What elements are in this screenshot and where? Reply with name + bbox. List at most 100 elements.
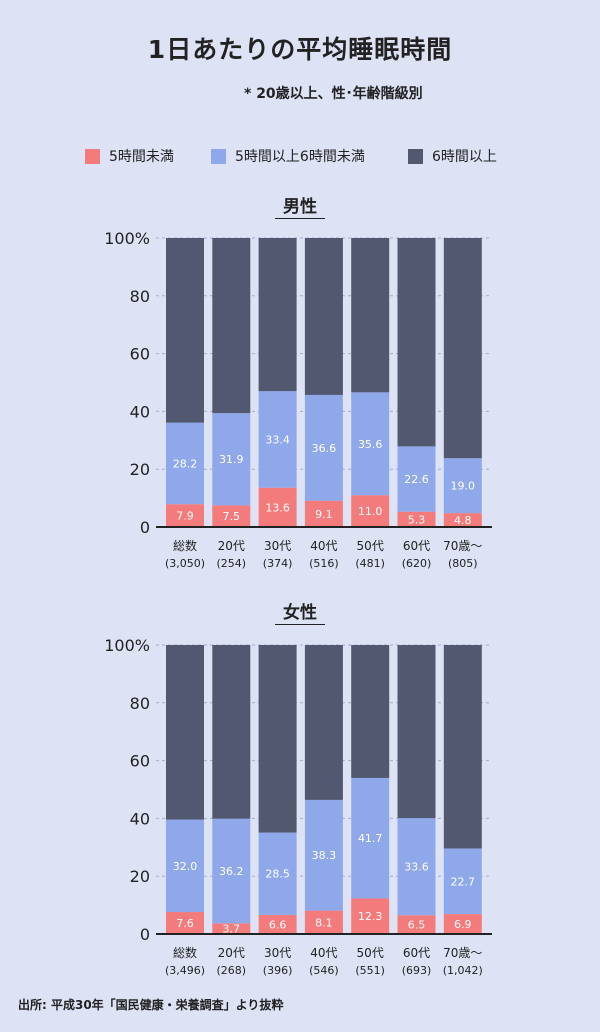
bar-segment (397, 511, 436, 527)
x-count-label: (268) (217, 964, 247, 977)
x-count-label: (546) (309, 964, 339, 977)
x-count-label: (3,050) (165, 557, 205, 570)
x-category-label: 20代 (218, 946, 245, 960)
bar-segment (304, 799, 343, 911)
bar-segment (397, 818, 436, 916)
bar-segment (304, 500, 343, 527)
data-label: 5.3 (408, 513, 426, 526)
bar-segment (212, 505, 251, 527)
x-category-label: 70歳～ (443, 946, 482, 960)
y-tick-label: 60 (130, 752, 150, 771)
male-panel-title: 男性 (283, 197, 317, 217)
legend-label-ge6: 6時間以上 (432, 149, 497, 165)
data-label: 28.5 (265, 868, 290, 881)
female-panel-underline (275, 624, 325, 625)
bar-segment (212, 818, 251, 924)
data-label: 38.3 (312, 849, 337, 862)
bar-segment (166, 645, 204, 820)
x-category-label: 70歳～ (443, 539, 482, 553)
x-category-label: 60代 (403, 946, 430, 960)
legend-swatch-mid (211, 149, 226, 164)
data-label: 6.6 (269, 918, 287, 931)
male-panel-underline (275, 218, 325, 219)
bar-segment (258, 238, 297, 392)
bar-segment (212, 238, 251, 414)
data-label: 7.9 (176, 510, 194, 523)
x-count-label: (1,042) (443, 964, 483, 977)
data-label: 7.5 (223, 510, 241, 523)
x-category-label: 総数 (173, 945, 197, 960)
x-count-label: (516) (309, 557, 339, 570)
data-label: 41.7 (358, 832, 383, 845)
legend-label-lt5: 5時間未満 (109, 149, 174, 165)
data-label: 12.3 (358, 910, 383, 923)
data-label: 35.6 (358, 438, 383, 451)
x-category-label: 総数 (173, 538, 197, 553)
data-label: 22.7 (451, 875, 476, 888)
bar-segment (397, 238, 436, 447)
bar-segment (397, 645, 436, 819)
bar-segment (443, 458, 482, 514)
x-category-label: 30代 (264, 946, 291, 960)
data-label: 9.1 (315, 508, 333, 521)
bar-segment (397, 915, 436, 934)
data-label: 36.6 (312, 442, 337, 455)
x-count-label: (620) (402, 557, 432, 570)
bar-segment (351, 392, 390, 496)
y-tick-label: 100% (104, 636, 150, 655)
x-category-label: 40代 (310, 946, 337, 960)
x-category-label: 50代 (357, 539, 384, 553)
page-title: 1日あたりの平均睡眠時間 (147, 35, 453, 64)
data-label: 3.7 (223, 923, 241, 936)
bar-segment (258, 391, 297, 488)
bar-segment (351, 645, 390, 778)
x-count-label: (551) (355, 964, 385, 977)
data-label: 32.0 (173, 860, 198, 873)
female-panel-title: 女性 (283, 603, 317, 623)
y-tick-label: 20 (130, 867, 150, 886)
y-tick-label: 0 (140, 925, 150, 944)
data-label: 8.1 (315, 916, 333, 929)
x-count-label: (805) (448, 557, 478, 570)
x-category-label: 60代 (403, 539, 430, 553)
data-label: 13.6 (265, 501, 290, 514)
legend: 5時間未満 5時間以上6時間未満 6時間以上 (0, 147, 600, 167)
data-label: 36.2 (219, 865, 244, 878)
female-chart: 0 20 40 60 80 100% 7.6 32.0 総数 (3,496) 3.7 36.2 20代 (… (104, 636, 492, 977)
x-count-label: (396) (263, 964, 293, 977)
bar-segment (258, 645, 297, 833)
bar-segment (212, 923, 251, 934)
bar-segment (212, 413, 251, 506)
bar-segment (304, 394, 343, 501)
y-tick-label: 60 (130, 345, 150, 364)
y-tick-label: 0 (140, 518, 150, 537)
x-count-label: (693) (402, 964, 432, 977)
y-tick-label: 40 (130, 402, 150, 421)
x-count-label: (3,496) (165, 964, 205, 977)
legend-label-mid: 5時間以上6時間未満 (235, 149, 365, 165)
data-label: 33.6 (404, 861, 429, 874)
bar-segment (258, 832, 297, 915)
page-subtitle: * 20歳以上、性･年齢階級別 (244, 86, 423, 102)
y-tick-label: 100% (104, 229, 150, 248)
source-note: 出所: 平成30年「国民健康・栄養調査」より抜粋 (18, 998, 284, 1012)
data-label: 4.8 (454, 514, 472, 527)
bar-segment (304, 238, 343, 395)
x-count-label: (374) (263, 557, 293, 570)
x-category-label: 20代 (218, 539, 245, 553)
bar-segment (166, 238, 204, 423)
bar-segment (351, 495, 390, 527)
data-label: 28.2 (173, 457, 198, 470)
legend-swatch-ge6 (408, 149, 423, 164)
bar-segment (258, 487, 297, 527)
bar-segment (443, 914, 482, 934)
bar-segment (397, 446, 436, 512)
bar-segment (166, 504, 204, 527)
bar-segment (258, 914, 297, 934)
y-tick-label: 80 (130, 287, 150, 306)
data-label: 6.5 (408, 919, 426, 932)
bar-segment (166, 422, 204, 505)
data-label: 6.9 (454, 918, 472, 931)
data-label: 31.9 (219, 453, 244, 466)
data-label: 33.4 (265, 433, 290, 446)
